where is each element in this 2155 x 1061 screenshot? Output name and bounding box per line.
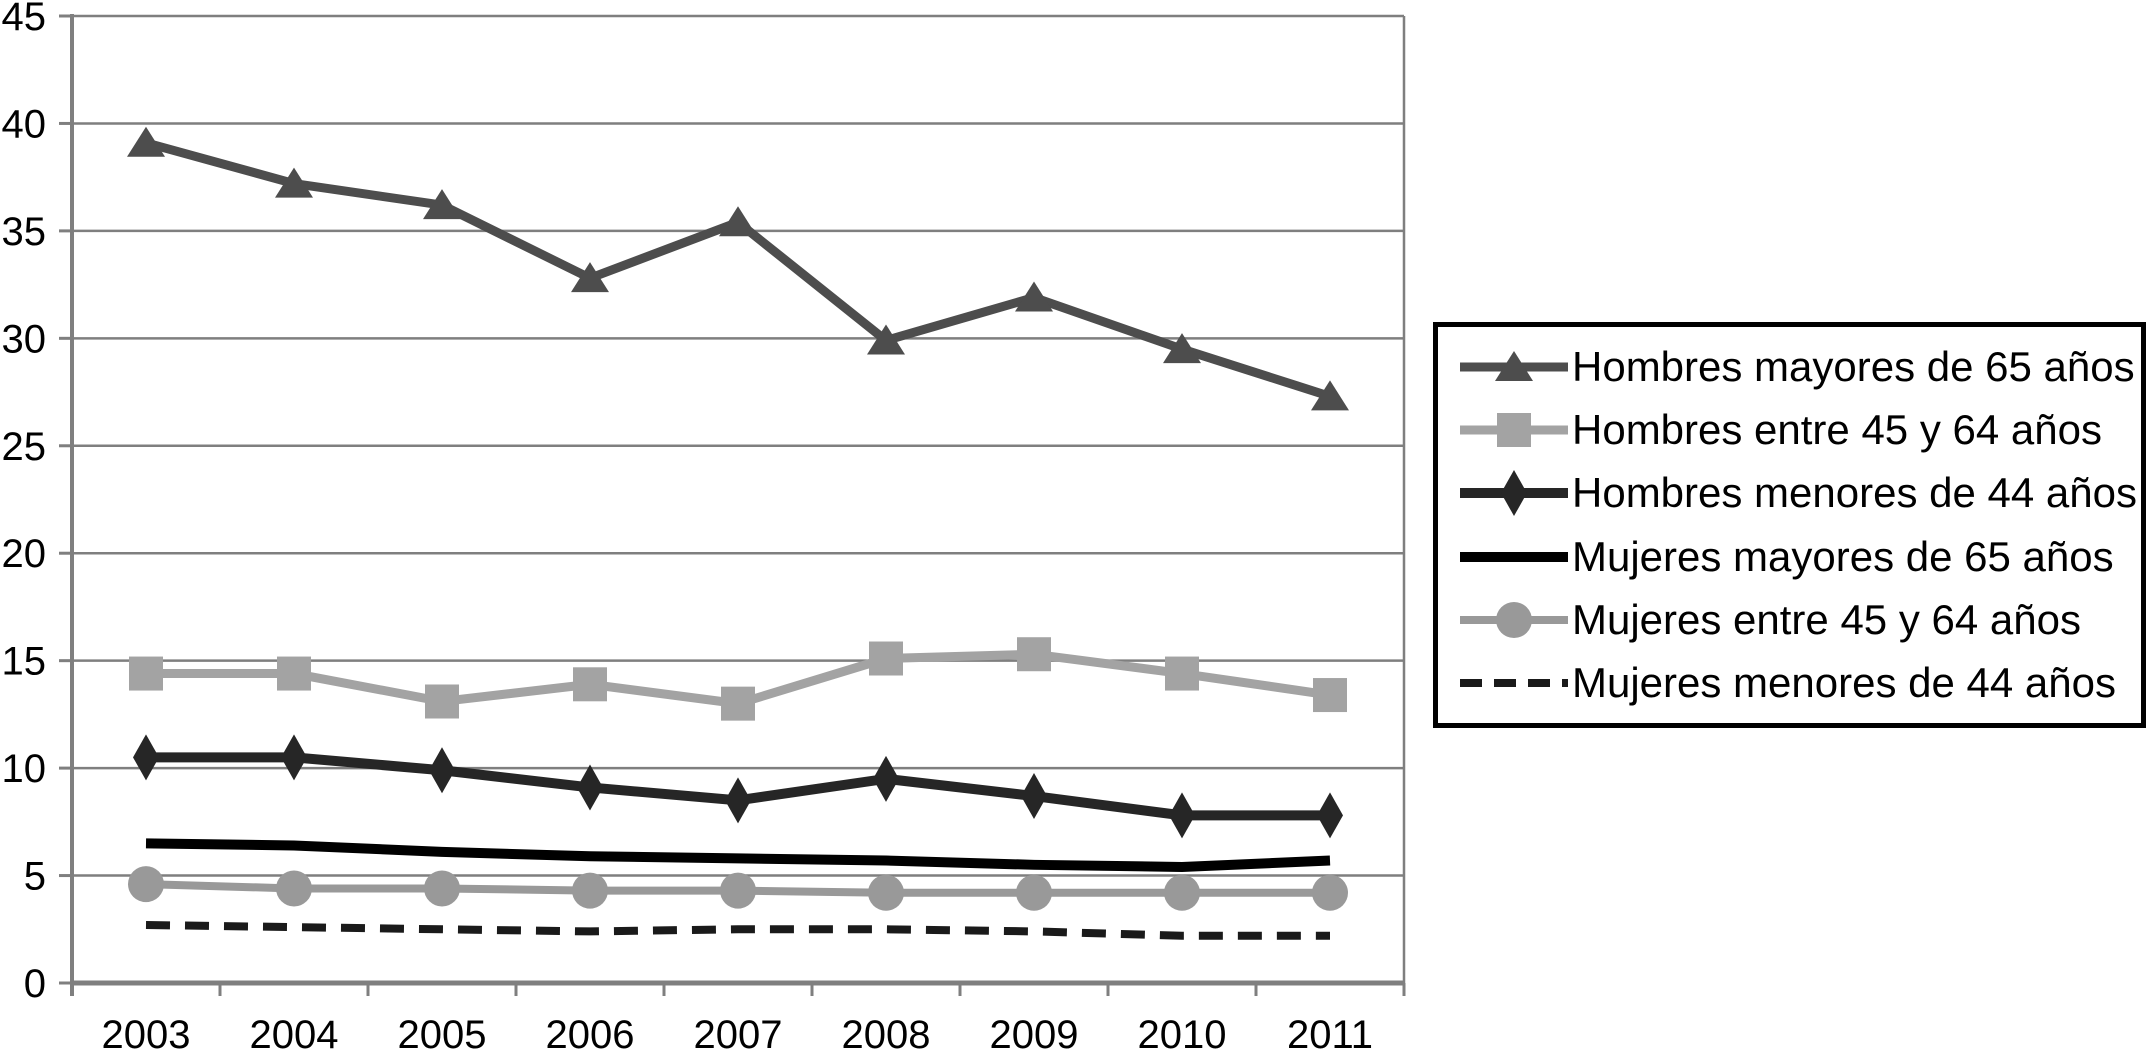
y-axis-label: 35 [2,210,47,254]
diamond-marker [133,734,159,781]
triangle-marker [423,189,461,220]
legend-sample-none-dashed-line [1460,679,1568,688]
y-axis-label: 15 [2,640,47,684]
series-hombres-entre-45-64 [129,637,1347,721]
y-axis-label: 20 [2,532,47,576]
legend-item-hombres-mayores-65: Hombres mayores de 65 años [1458,343,2137,391]
square-marker [277,656,311,691]
x-axis-label: 2010 [1138,1013,1227,1057]
x-axis-label: 2007 [694,1013,783,1057]
triangle-marker [1311,380,1349,411]
square-marker [1313,678,1347,713]
triangle-marker [1163,333,1201,364]
circle-marker [424,870,460,907]
circle-marker [868,874,904,911]
legend-item-mujeres-entre-45-64: Mujeres entre 45 y 64 años [1458,596,2137,644]
triangle-marker [127,126,165,157]
legend-item-hombres-menores-44: Hombres menores de 44 años [1458,469,2137,517]
diamond-marker [873,755,899,802]
x-axis-label: 2009 [990,1013,1079,1057]
diamond-marker [281,734,307,781]
x-axis-label: 2006 [546,1013,635,1057]
square-marker [1165,656,1199,691]
square-marker [1017,637,1051,672]
legend-box: Hombres mayores de 65 años Hombres entre … [1433,322,2146,728]
legend-label: Hombres entre 45 y 64 años [1572,405,2102,453]
circle-marker [276,870,312,907]
circle-marker [1164,874,1200,911]
legend-item-hombres-entre-45-64: Hombres entre 45 y 64 años [1458,406,2137,454]
triangle-marker [1495,350,1533,381]
triangle-marker [867,324,905,355]
square-marker [869,641,903,676]
circle-marker [1496,601,1532,638]
x-axis-label: 2005 [398,1013,487,1057]
legend-sample-triangle-line [1460,350,1568,381]
x-axis-label: 2011 [1287,1013,1373,1057]
triangle-marker [1015,281,1053,312]
circle-marker [572,872,608,909]
square-marker [721,686,755,721]
legend-item-mujeres-mayores-65: Mujeres mayores de 65 años [1458,533,2137,581]
legend-sample-none-line [1460,551,1568,562]
legend-label: Hombres mayores de 65 años [1572,342,2135,390]
legend-sample-circle-line [1460,601,1568,638]
legend-label: Mujeres menores de 44 años [1572,659,2116,707]
legend-label: Mujeres mayores de 65 años [1572,532,2114,580]
series-line-mujeres-mayores-65 [145,838,1331,872]
diamond-marker [1501,470,1527,517]
series-hombres-menores-44 [133,734,1343,839]
y-axis-label: 25 [2,425,47,469]
circle-marker [1312,874,1348,911]
legend-item-mujeres-menores-44: Mujeres menores de 44 años [1458,659,2137,707]
diamond-marker [577,764,603,811]
triangle-marker [571,262,609,293]
diamond-marker [1021,773,1047,820]
series-mujeres-menores-44 [145,920,1330,940]
legend-label: Mujeres entre 45 y 64 años [1572,595,2081,643]
y-axis-label: 30 [2,317,47,361]
y-axis-label: 10 [2,747,47,791]
diamond-marker [1169,792,1195,839]
square-marker [1497,412,1531,447]
legend-sample-square-line [1460,412,1568,447]
series-line-hombres-mayores-65 [144,138,1332,401]
y-axis-label: 0 [24,962,46,1006]
y-axis-label: 40 [2,102,47,146]
y-axis-label: 5 [24,855,46,899]
series-hombres-mayores-65 [127,126,1349,411]
series-mujeres-mayores-65 [145,838,1331,872]
circle-marker [720,872,756,909]
square-marker [129,656,163,691]
circle-marker [128,866,164,903]
diamond-marker [1317,792,1343,839]
x-axis-label: 2008 [842,1013,931,1057]
y-axis-label: 45 [2,0,47,39]
triangle-marker [719,206,757,237]
square-marker [573,667,607,702]
triangle-marker [275,167,313,198]
x-axis-label: 2003 [102,1013,191,1057]
square-marker [425,684,459,719]
diamond-marker [429,747,455,794]
diamond-marker [725,777,751,824]
x-axis-label: 2004 [250,1013,339,1057]
circle-marker [1016,874,1052,911]
legend-label: Hombres menores de 44 años [1572,469,2137,517]
legend-sample-diamond-line [1460,470,1568,517]
series-line-mujeres-menores-44 [145,920,1330,940]
series-mujeres-entre-45-64 [128,866,1348,911]
